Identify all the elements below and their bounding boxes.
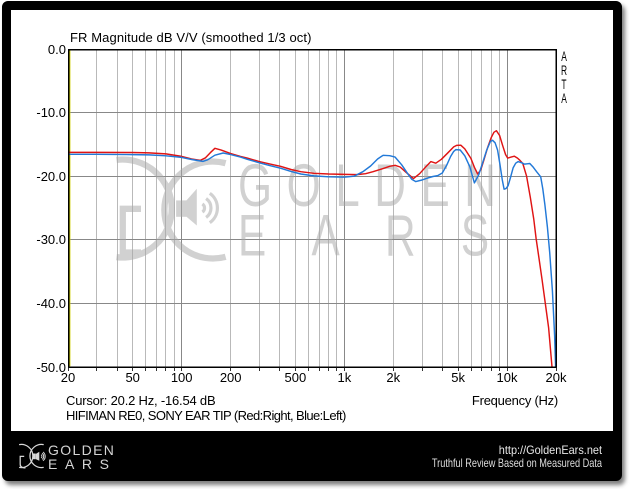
svg-text:EARS: EARS <box>238 203 534 268</box>
svg-text:GOLDEN: GOLDEN <box>238 152 511 219</box>
